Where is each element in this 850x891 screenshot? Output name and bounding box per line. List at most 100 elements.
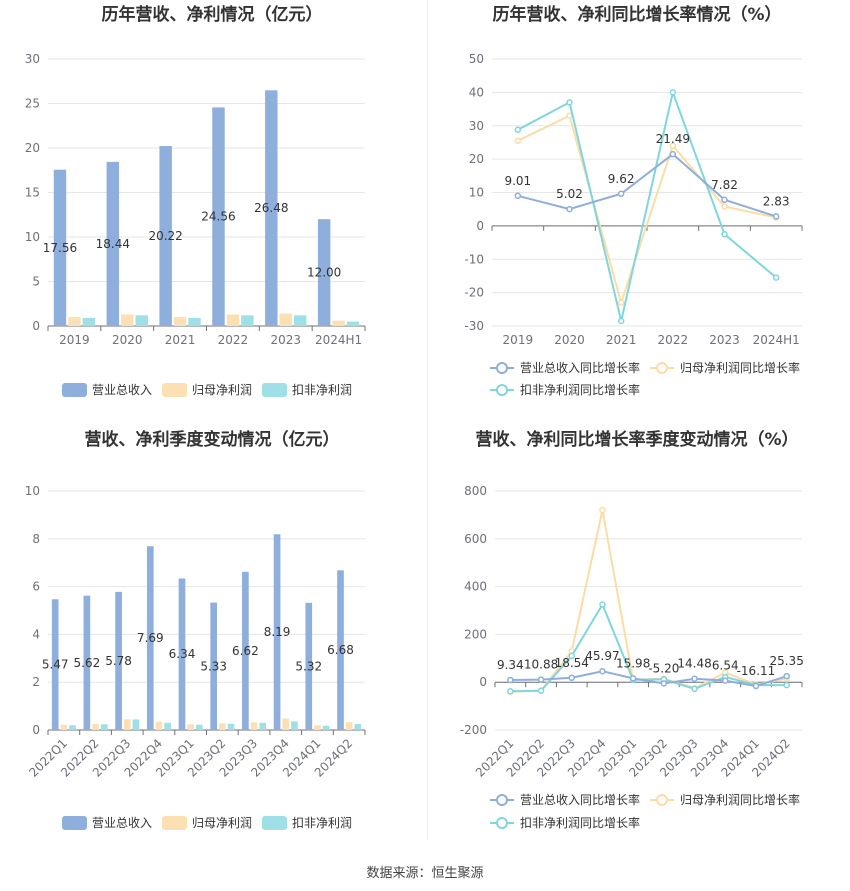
legend-swatch [162, 816, 187, 830]
x-tick-label: 2020 [554, 333, 585, 347]
chart-title: 历年营收、净利同比增长率情况（%） [492, 4, 781, 25]
y-tick-label: 25 [25, 97, 40, 111]
legend-swatch-marker [656, 362, 668, 374]
series-point [599, 667, 606, 675]
bar-data-label: 6.68 [327, 643, 354, 657]
bar [60, 724, 68, 730]
legend-swatch-marker [496, 362, 508, 374]
y-tick-label: 4 [32, 627, 40, 641]
bar [212, 107, 225, 326]
line-data-label: 9.34 [497, 658, 524, 672]
bar [322, 725, 330, 730]
line-data-label: 7.82 [711, 178, 738, 192]
y-tick-label: 8 [32, 532, 40, 546]
bar [83, 595, 91, 730]
bar [51, 599, 59, 730]
legend-label: 营业总收入 [92, 816, 152, 830]
series-point [669, 142, 677, 150]
bar [250, 722, 258, 730]
line-data-label: 9.01 [504, 174, 531, 188]
quarterly-revenue-profit-chart: 营收、净利季度变动情况（亿元） 0 2 4 6 8 10 2022Q1 2022Q2 2022Q3… [0, 425, 425, 857]
bar-data-label: 5.78 [105, 654, 132, 668]
y-tick-label: 10 [25, 484, 40, 498]
y-tick-label: 6 [32, 580, 40, 594]
quarterly-growth-rate-svg: 营收、净利同比增长率季度变动情况（%）-20002004006008002022… [460, 429, 804, 830]
y-tick-label: 10 [469, 186, 484, 200]
bar [219, 723, 226, 730]
data-source-note: 数据来源：恒生聚源 [366, 866, 484, 881]
bar-data-label: 12.00 [307, 266, 341, 280]
legend-label: 营业总收入同比增长率 [520, 360, 640, 375]
legend-label: 营业总收入 [92, 383, 152, 397]
line-data-label: 2.83 [763, 194, 790, 208]
bar [259, 722, 267, 730]
legend-swatch-marker [496, 384, 508, 396]
legend-label: 扣非净利润 [292, 383, 352, 397]
series-point [721, 196, 728, 204]
y-tick-label: -200 [460, 723, 487, 737]
series-line [517, 114, 777, 307]
legend-label: 归母净利润 [192, 383, 252, 397]
y-tick-label: 0 [32, 723, 40, 737]
line-data-label: 18.54 [555, 656, 589, 670]
y-tick-label: -30 [464, 319, 484, 333]
line-data-label: 9.62 [608, 172, 635, 186]
bar [195, 724, 203, 730]
bar [159, 146, 172, 326]
line-data-label: 45.97 [585, 649, 619, 663]
bar [155, 721, 163, 730]
series-point [507, 688, 514, 695]
bar [291, 721, 298, 730]
line-data-label: 21.49 [656, 132, 690, 146]
bar [173, 317, 187, 326]
series-line [517, 152, 777, 218]
series-point [691, 675, 698, 682]
legend-swatch [62, 816, 87, 830]
bar-data-label: 7.69 [137, 631, 164, 645]
y-tick-label: 0 [476, 219, 484, 233]
series-point [660, 680, 668, 687]
series-point [537, 687, 545, 695]
bar [53, 169, 67, 326]
bar [82, 317, 96, 326]
series-point [669, 89, 677, 96]
series-point [783, 681, 790, 689]
x-tick-label: 2022 [658, 333, 689, 347]
legend-label: 归母净利润同比增长率 [680, 792, 800, 807]
bar [279, 313, 292, 326]
quarterly-growth-rate-chart: 营收、净利同比增长率季度变动情况（%） -200 0 200 400 600 800 2022… [425, 425, 850, 857]
bar [265, 90, 278, 326]
x-tick-label: 2021 [606, 333, 637, 347]
bar [273, 534, 281, 730]
y-tick-label: -20 [464, 286, 484, 300]
bar [282, 718, 290, 730]
legend-swatch-marker [656, 794, 668, 806]
x-tick-label: 2022 [218, 333, 249, 347]
annual-revenue-profit-svg: 历年营收、净利情况（亿元） 0 5 10 15 20 25 30 2019 2020 2021 202… [25, 4, 366, 397]
line-data-label: -5.20 [648, 661, 679, 675]
bar [92, 724, 99, 730]
series-point [568, 652, 575, 660]
legend-swatch-marker [496, 817, 508, 829]
bar [241, 315, 254, 326]
x-tick-label: 2021 [165, 333, 196, 347]
series-point [629, 675, 637, 682]
bar [68, 317, 81, 326]
bar [178, 578, 186, 730]
legend-swatch [262, 816, 287, 830]
panel-divider-vertical [427, 0, 428, 840]
line-data-label: 10.88 [524, 658, 558, 672]
series-point [617, 299, 625, 306]
annual-growth-rate-svg: 历年营收、净利同比增长率情况（%） -30 -20 -10 0 10 20 30 40 50 201… [464, 4, 803, 397]
bar [132, 719, 140, 730]
line-data-label: 5.02 [556, 187, 583, 201]
line-data-label: 6.54 [712, 659, 739, 673]
bar [146, 546, 154, 730]
bar [164, 722, 171, 730]
chart-title: 营收、净利季度变动情况（亿元） [85, 429, 340, 450]
series-point [772, 274, 780, 281]
bar-data-label: 17.56 [43, 241, 77, 255]
y-tick-label: 50 [469, 52, 484, 66]
bar [188, 317, 201, 326]
series-point [772, 213, 780, 220]
